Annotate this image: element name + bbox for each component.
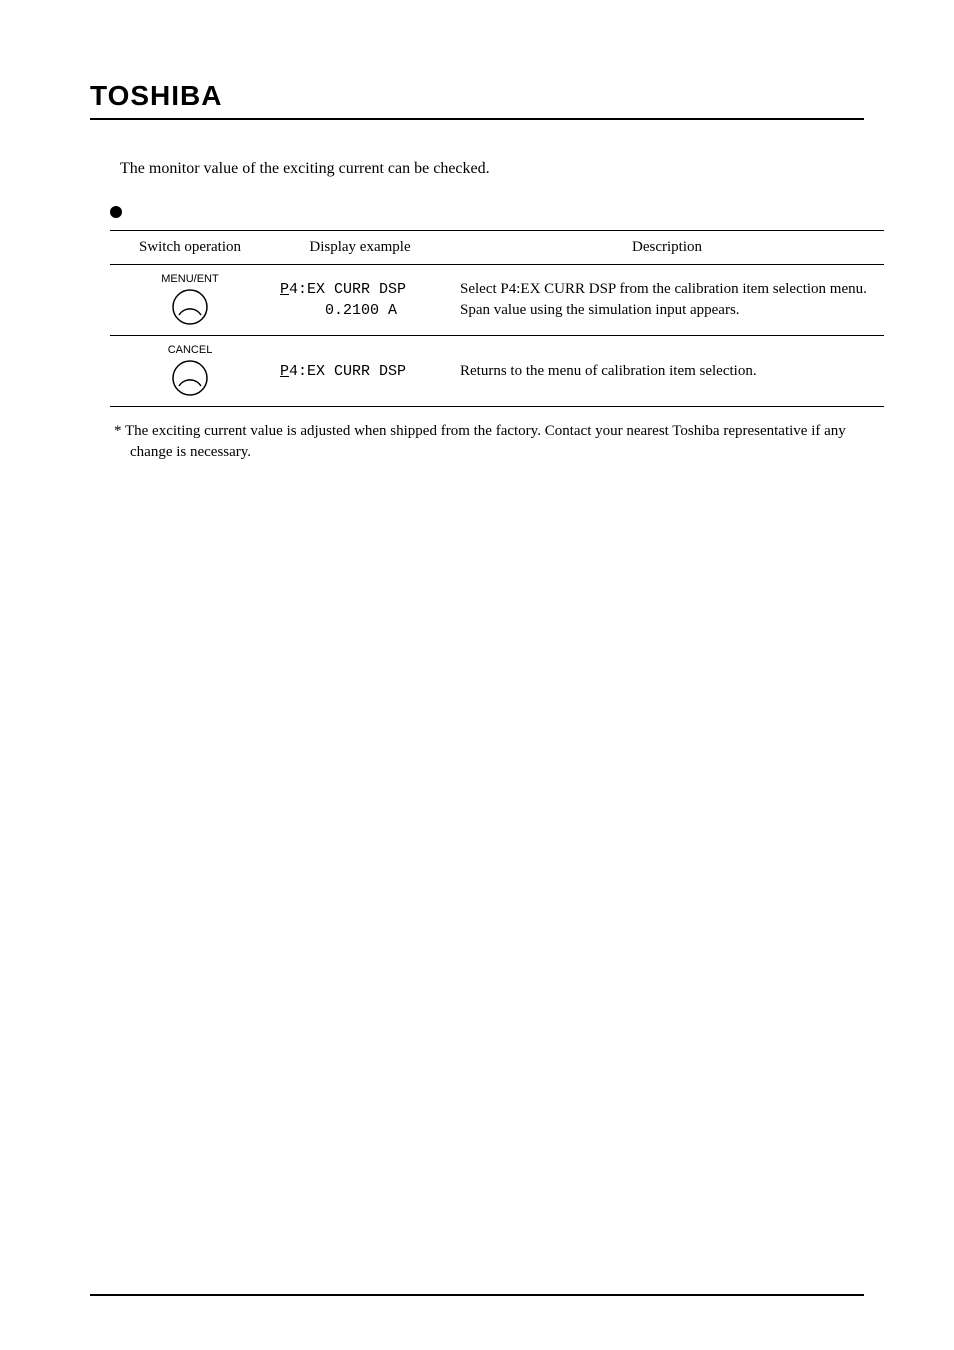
switch-label-menuent: MENU/ENT [120,273,260,285]
display-uchar: P [280,363,289,380]
switch-cell-1: MENU/ENT [110,265,270,336]
switch-label-cancel: CANCEL [120,344,260,356]
desc-cell-1: Select P4:EX CURR DSP from the calibrati… [450,265,884,336]
display-uchar: P [280,281,289,298]
page-container: TOSHIBA The monitor value of the excitin… [0,0,954,1350]
bottom-rule [90,1294,864,1296]
footnote-text: * The exciting current value is adjusted… [102,421,864,463]
display-line2: 0.2100 A [280,302,397,319]
header-display: Display example [270,231,450,265]
header-switch: Switch operation [110,231,270,265]
button-icon [120,358,260,398]
table-header-row: Switch operation Display example Descrip… [110,231,884,265]
header-desc: Description [450,231,884,265]
switch-cell-2: CANCEL [110,336,270,407]
intro-paragraph: The monitor value of the exciting curren… [120,160,864,178]
toshiba-logo: TOSHIBA [90,80,864,112]
display-rest: 4:EX CURR DSP [289,281,406,298]
top-rule [90,118,864,120]
desc-cell-2: Returns to the menu of calibration item … [450,336,884,407]
display-cell-2: P4:EX CURR DSP [270,336,450,407]
display-cell-1: P4:EX CURR DSP 0.2100 A [270,265,450,336]
table-row: CANCEL P4:EX CURR DSP Returns to the men… [110,336,884,407]
procedure-table: Switch operation Display example Descrip… [110,230,884,407]
bullet-icon [110,206,122,218]
button-icon [120,287,260,327]
table-row: MENU/ENT P4:EX CURR DSP 0.2100 A Select … [110,265,884,336]
display-rest: 4:EX CURR DSP [289,363,406,380]
bullet-row [110,206,864,218]
